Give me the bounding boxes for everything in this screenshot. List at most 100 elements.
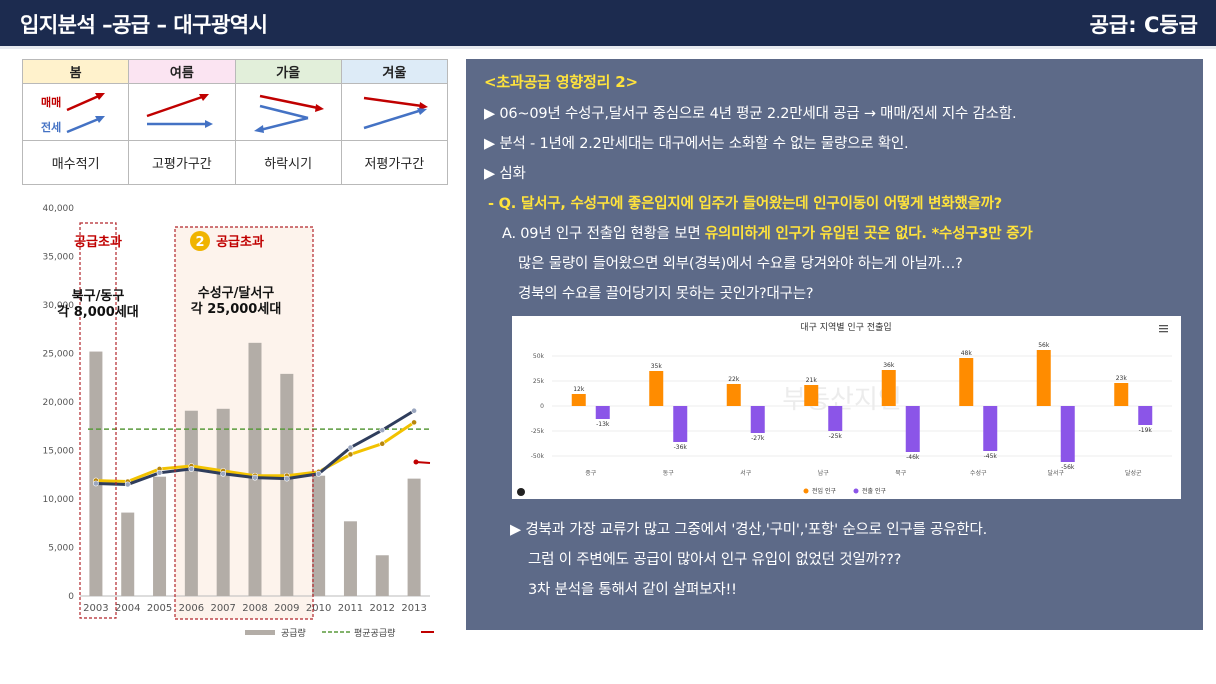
sale-tag: 매매 bbox=[41, 96, 62, 109]
index-point bbox=[411, 419, 417, 426]
menu-icon bbox=[1159, 328, 1168, 330]
legend-label-inflow: 전입 인구 bbox=[812, 487, 836, 495]
season-arrows-spring: 매매 전세 bbox=[21, 83, 130, 141]
logo-icon bbox=[517, 488, 525, 496]
season-header-spring: 봄 bbox=[21, 59, 130, 84]
x-tick-label: 2003 bbox=[83, 603, 108, 614]
panel-line-5: 많은 물량이 들어왔으면 외부(경북)에서 수요를 당겨와야 하는게 아닐까…? bbox=[518, 256, 963, 272]
panel-answer: A. 09년 인구 전출입 현황을 보면 유의미하게 인구가 유입된 곳은 없다… bbox=[502, 222, 1033, 243]
outflow-data-label: -13k bbox=[596, 421, 610, 428]
outflow-bar bbox=[828, 406, 843, 431]
index-point bbox=[252, 474, 258, 481]
x-tick-label: 2010 bbox=[306, 603, 331, 614]
index-point bbox=[379, 427, 386, 434]
supply-chart: 0 5,000 10,000 15,000 20,000 25,000 30,000 35,0… bbox=[32, 196, 436, 648]
panel-heading: <초과공급 영향정리 2> bbox=[484, 73, 638, 91]
x-tick-label: 수성구 bbox=[970, 469, 987, 477]
outflow-data-label: -45k bbox=[984, 453, 998, 460]
supply-grade: 공급: C등급 bbox=[1089, 13, 1198, 37]
outflow-bar bbox=[1138, 406, 1153, 425]
legend-label-outflow: 전출 인구 bbox=[862, 487, 886, 495]
supply-bar bbox=[184, 410, 198, 596]
x-tick-label: 2012 bbox=[370, 603, 395, 614]
x-tick-label: 2005 bbox=[147, 603, 172, 614]
y-tick-label: 50k bbox=[533, 353, 545, 360]
inflow-data-label: 48k bbox=[961, 350, 973, 357]
header-divider bbox=[0, 46, 1216, 49]
legend-label-average: 평균공급량 bbox=[354, 627, 395, 639]
inflow-data-label: 12k bbox=[573, 386, 585, 393]
index-point bbox=[188, 466, 195, 472]
step-number: 2 bbox=[195, 235, 204, 250]
annotation-heading: 공급초과 bbox=[216, 235, 264, 250]
inflow-data-label: 35k bbox=[651, 363, 663, 370]
inflow-bar bbox=[881, 370, 896, 406]
panel-line-6: 경북의 수요를 끌어당기지 못하는 곳인가?대구는? bbox=[518, 286, 814, 302]
jeonse-tag: 전세 bbox=[41, 121, 62, 134]
outflow-bar bbox=[1060, 406, 1075, 462]
x-tick-label: 2013 bbox=[401, 603, 426, 614]
y-tick-label: 30,000 bbox=[43, 301, 75, 311]
chart-title: 대구 지역별 인구 전출입 bbox=[800, 321, 891, 333]
supply-bar bbox=[343, 521, 357, 596]
supply-bar bbox=[248, 342, 262, 596]
supply-bar bbox=[280, 373, 294, 596]
outflow-data-label: -19k bbox=[1139, 427, 1153, 434]
x-tick-label: 2007 bbox=[210, 603, 235, 614]
panel-line-3: ▶ 심화 bbox=[484, 166, 526, 182]
outflow-data-label: -36k bbox=[674, 444, 688, 451]
index-point bbox=[283, 475, 290, 482]
season-header-winter: 겨울 bbox=[340, 59, 449, 84]
y-tick-label: 25k bbox=[533, 378, 545, 385]
index-point bbox=[347, 444, 354, 451]
supply-bar bbox=[89, 351, 103, 596]
panel-question: - Q. 달서구, 수성구에 좋은입지에 입주가 들어왔는데 인구이동이 어떻게… bbox=[488, 196, 1003, 212]
x-tick-label: 2011 bbox=[338, 603, 363, 614]
x-tick-label: 동구 bbox=[663, 470, 675, 477]
annotation-line: 각 8,000세대 bbox=[57, 305, 139, 320]
season-label-summer: 고평가구간 bbox=[128, 140, 236, 185]
season-header-summer: 여름 bbox=[128, 59, 236, 84]
summary-panel: <초과공급 영향정리 2> ▶ 06~09년 수성구,달서구 중심으로 4년 평… bbox=[466, 59, 1203, 630]
converging-arrows-icon bbox=[363, 96, 428, 130]
supply-bar bbox=[153, 476, 167, 596]
population-migration-chart: 대구 지역별 인구 전출입-50k-25k025k50k부동산지인12k-13k… bbox=[512, 316, 1181, 499]
inflow-data-label: 56k bbox=[1038, 342, 1050, 349]
menu-icon bbox=[1159, 331, 1168, 333]
x-tick-label: 남구 bbox=[818, 469, 830, 477]
y-tick-label: 35,000 bbox=[43, 253, 75, 263]
y-tick-label: 40,000 bbox=[43, 204, 75, 214]
outflow-bar bbox=[905, 406, 920, 452]
panel-line-1: ▶ 06~09년 수성구,달서구 중심으로 4년 평균 2.2만세대 공급 → … bbox=[484, 106, 1017, 122]
index-point bbox=[156, 469, 163, 476]
step-number-badge bbox=[190, 231, 210, 251]
outflow-data-label: -56k bbox=[1061, 464, 1075, 471]
y-tick-label: 25,000 bbox=[43, 350, 75, 360]
y-tick-label: 0 bbox=[540, 403, 544, 410]
season-label-autumn: 하락시기 bbox=[234, 140, 342, 185]
y-tick-label: -50k bbox=[531, 453, 545, 460]
annotation-line: 수성구/달서구 bbox=[198, 286, 275, 301]
season-table: 봄 여름 가을 겨울 매매 전세 bbox=[21, 59, 449, 185]
annotation-heading: 공급초과 bbox=[74, 235, 122, 250]
y-tick-label: 20,000 bbox=[43, 398, 75, 408]
index-point bbox=[379, 440, 386, 447]
panel-line-7: ▶ 경북과 가장 교류가 많고 그중에서 '경산,'구미','포항' 순으로 인… bbox=[510, 522, 987, 538]
y-tick-label: 10,000 bbox=[43, 495, 75, 505]
panel-line-2: ▶ 분석 - 1년에 2.2만세대는 대구에서는 소화할 수 없는 물량으로 확… bbox=[484, 136, 909, 152]
annotation-line: 북구/동구 bbox=[72, 289, 125, 304]
x-tick-label: 2009 bbox=[274, 603, 299, 614]
index-point bbox=[347, 451, 354, 458]
season-arrows-autumn bbox=[234, 83, 342, 141]
supply-bar bbox=[216, 408, 230, 596]
panel-answer-lead: A. 09년 인구 전출입 현황을 보면 bbox=[502, 226, 705, 242]
x-tick-label: 서구 bbox=[740, 469, 752, 477]
outflow-data-label: -46k bbox=[906, 454, 920, 461]
split-arrows-icon bbox=[146, 94, 214, 128]
outflow-bar bbox=[983, 406, 998, 451]
outflow-bar bbox=[673, 406, 688, 442]
panel-line-8: 그럼 이 주변에도 공급이 많아서 인구 유입이 없었던 것일까??? bbox=[528, 552, 902, 568]
season-label-winter: 저평가구간 bbox=[340, 140, 449, 185]
x-tick-label: 달성군 bbox=[1125, 469, 1142, 477]
x-tick-label: 2004 bbox=[115, 603, 140, 614]
